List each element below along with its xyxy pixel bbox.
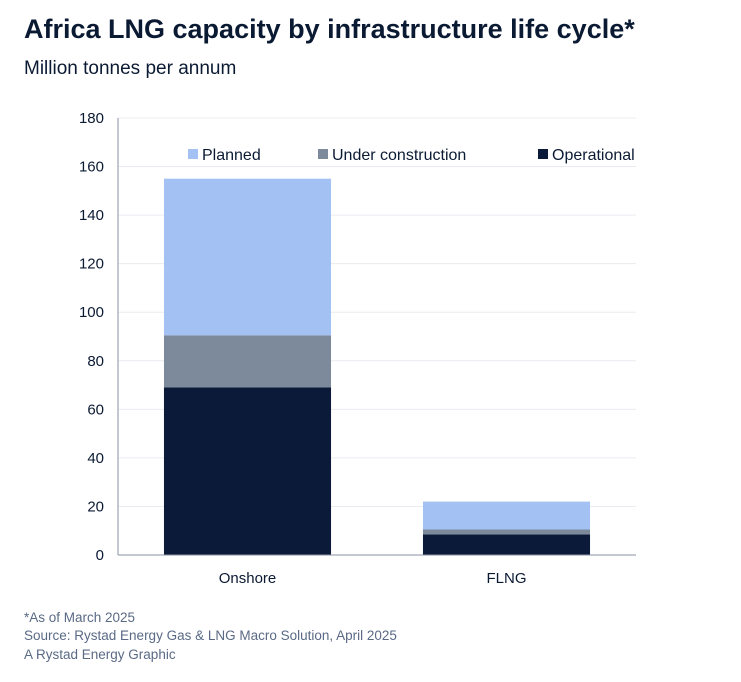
source-note: Source: Rystad Energy Gas & LNG Macro So… <box>24 628 397 643</box>
x-tick-label: FLNG <box>486 570 526 587</box>
legend-swatch <box>538 149 548 159</box>
bar-under-construction <box>422 529 591 535</box>
stacked-bar-chart: 0 20 40 60 80 100 120 140 160 180 Onshore FLNG Plan… <box>79 110 636 587</box>
bar-operational <box>163 387 332 555</box>
y-tick-label: 160 <box>79 159 104 176</box>
footnote: *As of March 2025 <box>24 610 136 625</box>
y-tick-label: 40 <box>87 450 104 467</box>
y-tick-label: 140 <box>79 207 104 224</box>
bar-under-construction <box>163 335 332 388</box>
legend-label: Operational <box>552 147 635 164</box>
legend-swatch <box>188 149 198 159</box>
bar-planned <box>163 178 332 336</box>
chart-title: Africa LNG capacity by infrastructure li… <box>24 14 635 44</box>
legend-item: Operational <box>538 147 635 164</box>
y-tick-label: 180 <box>79 110 104 127</box>
bar-planned <box>422 501 591 530</box>
y-tick-label: 0 <box>96 547 104 564</box>
y-tick-label: 120 <box>79 256 104 273</box>
y-tick-label: 100 <box>79 304 104 321</box>
legend-label: Planned <box>202 147 261 164</box>
credit-note: A Rystad Energy Graphic <box>24 647 176 662</box>
bar-operational <box>422 534 591 555</box>
chart-subtitle: Million tonnes per annum <box>24 58 237 79</box>
legend-label: Under construction <box>332 147 466 164</box>
x-tick-label: Onshore <box>219 570 277 587</box>
y-tick-label: 80 <box>87 353 104 370</box>
legend-item: Planned <box>188 147 261 164</box>
y-tick-label: 60 <box>87 401 104 418</box>
y-tick-label: 20 <box>87 498 104 515</box>
legend-item: Under construction <box>318 147 466 164</box>
legend-swatch <box>318 149 328 159</box>
